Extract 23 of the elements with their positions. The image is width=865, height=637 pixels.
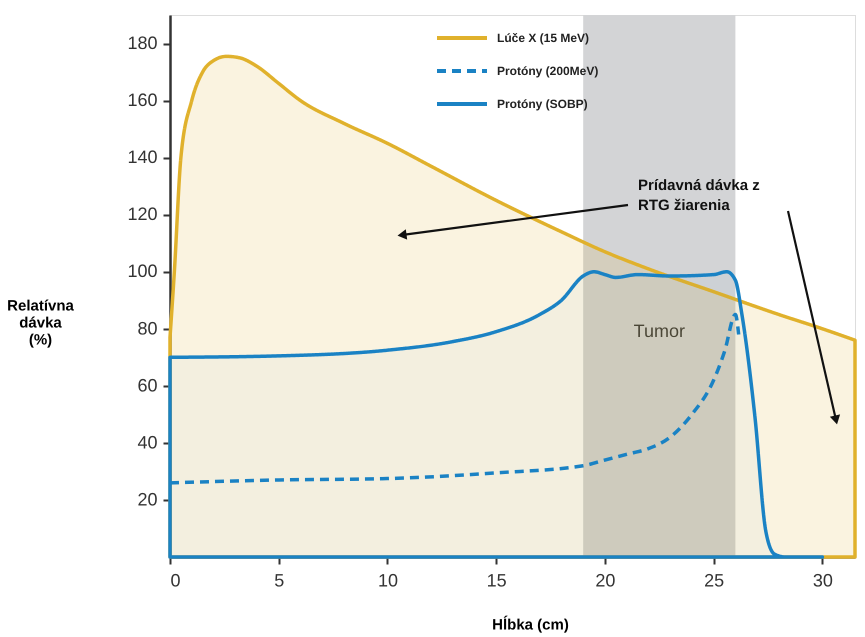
legend-label: Protóny (SOBP) xyxy=(497,97,588,111)
x-tick-label: 10 xyxy=(378,570,398,590)
y-tick-label: 40 xyxy=(137,432,158,452)
x-axis-title: Hĺbka (cm) xyxy=(492,616,569,634)
x-tick-label: 30 xyxy=(812,570,833,590)
x-tick-label: 25 xyxy=(704,570,724,590)
y-tick-label: 20 xyxy=(137,489,158,510)
x-tick-label: 15 xyxy=(486,570,507,590)
legend-label: Lúče X (15 MeV) xyxy=(497,31,590,45)
y-tick-label: 180 xyxy=(127,33,158,54)
y-axis-title: Relatívna dávka (%) xyxy=(7,298,74,348)
y-tick-label: 80 xyxy=(137,318,158,338)
x-tick-label: 20 xyxy=(595,570,616,590)
y-tick-label: 100 xyxy=(127,261,158,282)
y-tick-label: 140 xyxy=(127,147,158,168)
x-tick-label: 0 xyxy=(170,570,181,590)
y-tick-label: 60 xyxy=(137,375,158,396)
x-tick-label: 5 xyxy=(274,570,284,590)
band-label: Tumor xyxy=(634,321,685,341)
annotation: Prídavná dávka z RTG žiarenia xyxy=(638,177,760,214)
y-tick-label: 160 xyxy=(127,90,158,110)
y-tick-label: 120 xyxy=(127,204,158,224)
legend-label: Protóny (200MeV) xyxy=(497,64,598,78)
